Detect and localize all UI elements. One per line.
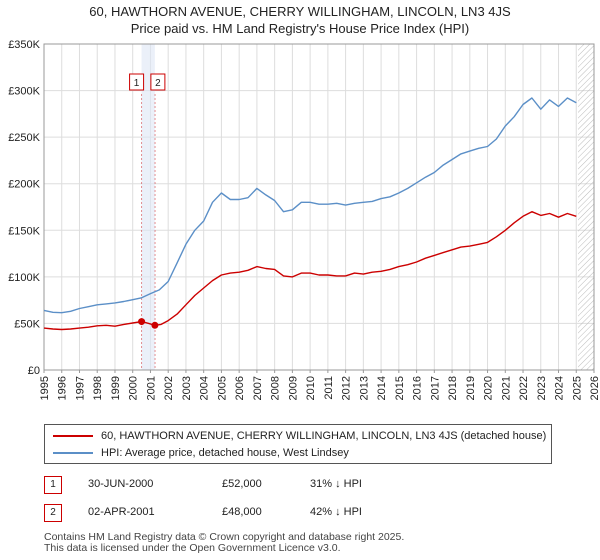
x-tick-label: 2011 <box>323 376 335 400</box>
x-tick-label: 2007 <box>252 376 264 400</box>
transaction-point <box>151 321 159 329</box>
transaction-marker-box <box>150 73 166 91</box>
x-tick-label: 2004 <box>199 376 211 400</box>
transaction-date: 30-JUN-2000 <box>88 478 154 490</box>
y-tick-label: £350K <box>8 39 40 51</box>
series-line-hpi <box>43 97 577 314</box>
chart-title: 60, HAWTHORN AVENUE, CHERRY WILLINGHAM, … <box>89 4 511 19</box>
legend-item-property: 60, HAWTHORN AVENUE, CHERRY WILLINGHAM, … <box>53 428 546 444</box>
y-tick-label: £50K <box>14 318 40 330</box>
x-tick-label: 2013 <box>358 376 370 400</box>
x-tick-label: 2021 <box>500 376 512 400</box>
transaction-hpi: 42% ↓ HPI <box>310 506 362 518</box>
legend-label-property: 60, HAWTHORN AVENUE, CHERRY WILLINGHAM, … <box>101 430 547 442</box>
x-tick-label: 2003 <box>181 376 193 400</box>
legend-swatch-hpi <box>53 452 93 454</box>
future-hatch <box>578 44 594 370</box>
x-tick-label: 2025 <box>571 376 583 400</box>
x-tick-label: 2016 <box>412 376 424 400</box>
x-tick-label: 2012 <box>341 376 353 400</box>
x-tick-label: 1997 <box>74 376 86 400</box>
plot-frame <box>43 43 595 371</box>
x-tick-label: 2018 <box>447 376 459 400</box>
y-tick-label: £300K <box>8 86 40 98</box>
transaction-marker-label: 2 <box>155 78 161 89</box>
y-tick-label: £100K <box>8 272 40 284</box>
y-tick-label: £200K <box>8 179 40 191</box>
x-tick-label: 1995 <box>39 376 51 400</box>
x-tick-label: 2000 <box>128 376 140 400</box>
transaction-price: £52,000 <box>222 478 262 490</box>
plot-area <box>44 44 594 370</box>
transaction-point <box>138 318 146 326</box>
x-tick-label: 2010 <box>305 376 317 400</box>
y-tick-label: £250K <box>8 132 40 144</box>
x-tick-label: 2020 <box>483 376 495 400</box>
x-tick-label: 2019 <box>465 376 477 400</box>
x-tick-label: 2001 <box>145 376 157 400</box>
chart-subtitle: Price paid vs. HM Land Registry's House … <box>130 21 470 36</box>
transaction-marker-box <box>129 73 145 91</box>
legend-label-hpi: HPI: Average price, detached house, West… <box>101 447 349 459</box>
transaction-marker: 2 <box>44 504 62 522</box>
transaction-date: 02-APR-2001 <box>88 506 155 518</box>
legend: 60, HAWTHORN AVENUE, CHERRY WILLINGHAM, … <box>44 424 552 464</box>
x-tick-label: 2022 <box>518 376 530 400</box>
x-tick-label: 2005 <box>216 376 228 400</box>
x-tick-label: 2009 <box>287 376 299 400</box>
transaction-price: £48,000 <box>222 506 262 518</box>
x-tick-label: 1999 <box>110 376 122 400</box>
transaction-marker: 1 <box>44 476 62 494</box>
legend-item-hpi: HPI: Average price, detached house, West… <box>53 445 349 461</box>
x-tick-label: 2002 <box>163 376 175 400</box>
x-tick-label: 1998 <box>92 376 104 400</box>
transaction-marker-label: 1 <box>134 78 140 89</box>
x-tick-label: 2008 <box>270 376 282 400</box>
x-tick-label: 2006 <box>234 376 246 400</box>
x-tick-label: 2014 <box>376 376 388 400</box>
transaction-band <box>141 44 155 370</box>
y-tick-label: £0 <box>28 365 40 377</box>
x-tick-label: 2026 <box>589 376 600 400</box>
legend-swatch-property <box>53 435 93 437</box>
footer: Contains HM Land Registry data © Crown c… <box>44 532 404 554</box>
x-tick-label: 2024 <box>554 376 566 400</box>
x-tick-label: 2023 <box>536 376 548 400</box>
footer-copyright: Contains HM Land Registry data © Crown c… <box>44 531 405 543</box>
footer-licence: This data is licensed under the Open Gov… <box>44 542 341 554</box>
y-tick-label: £150K <box>8 225 40 237</box>
transaction-hpi: 31% ↓ HPI <box>310 478 362 490</box>
price-chart: £0 £50K £100K £150K £200K £250K £300K £350K 1995… <box>8 39 600 400</box>
x-tick-label: 2015 <box>394 376 406 400</box>
x-tick-label: 1996 <box>57 376 69 400</box>
x-tick-label: 2017 <box>429 376 441 400</box>
series-line-property <box>43 210 577 331</box>
